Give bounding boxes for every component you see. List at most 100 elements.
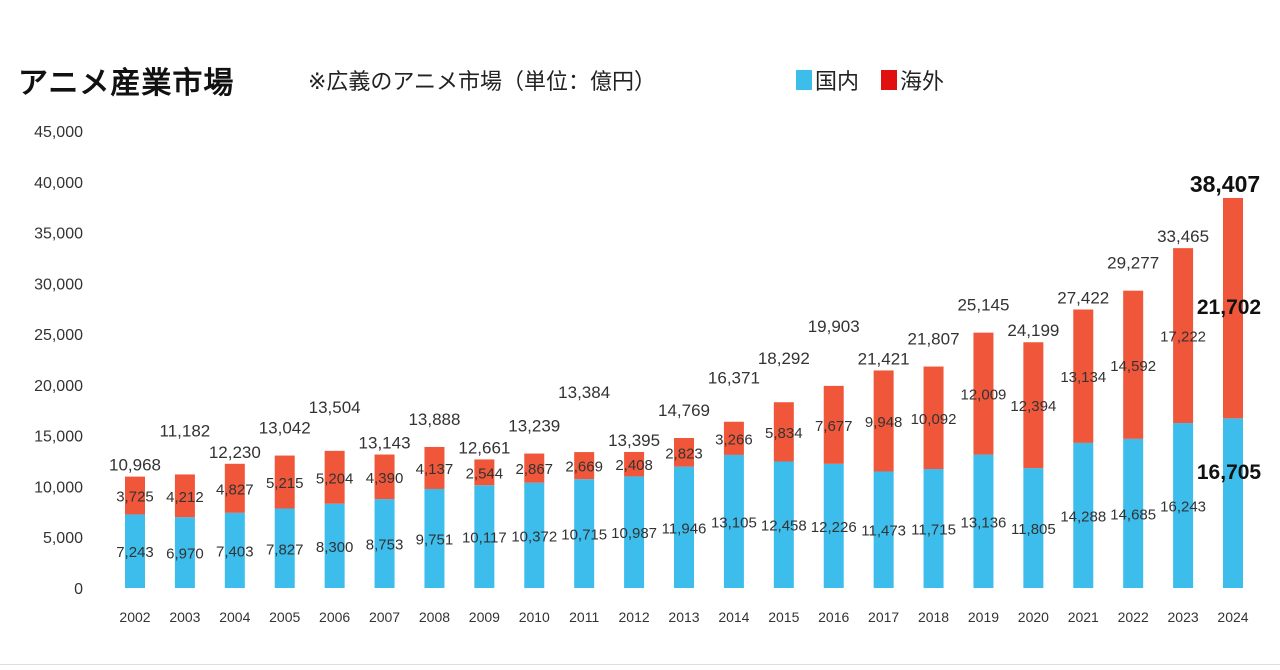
y-tick-label: 5,000 bbox=[43, 530, 83, 547]
x-tick-label: 2002 bbox=[119, 609, 150, 625]
bar-overseas-2024 bbox=[1223, 197, 1243, 419]
data-label-domestic: 7,403 bbox=[216, 543, 254, 560]
data-label-total: 19,903 bbox=[808, 317, 860, 336]
data-label-domestic: 11,805 bbox=[1011, 521, 1056, 538]
legend-label-domestic: 国内 bbox=[815, 70, 860, 95]
x-tick-label: 2003 bbox=[169, 609, 200, 625]
legend-label-overseas: 海外 bbox=[900, 70, 945, 95]
data-label-domestic: 8,753 bbox=[366, 537, 404, 554]
data-label-total: 14,769 bbox=[658, 401, 710, 420]
bar-domestic-2011 bbox=[574, 479, 595, 588]
data-label-total: 38,407 bbox=[1190, 171, 1260, 197]
data-label-overseas: 14,592 bbox=[1110, 358, 1156, 375]
y-tick-label: 25,000 bbox=[34, 327, 83, 344]
data-label-total: 16,371 bbox=[708, 369, 760, 388]
data-label-total: 29,277 bbox=[1107, 254, 1159, 273]
data-label-domestic: 10,372 bbox=[511, 528, 557, 545]
bar-overseas-2012 bbox=[624, 451, 645, 477]
x-tick-label: 2015 bbox=[768, 609, 799, 625]
x-tick-label: 2005 bbox=[269, 609, 300, 625]
data-label-domestic: 16,705 bbox=[1197, 461, 1262, 484]
chart-subtitle: ※広義のアニメ市場（単位：億円） bbox=[308, 70, 656, 95]
bar-overseas-2014 bbox=[723, 421, 744, 455]
x-tick-label: 2013 bbox=[668, 609, 699, 625]
data-label-overseas: 3,725 bbox=[116, 489, 154, 506]
data-label-total: 27,422 bbox=[1057, 289, 1109, 308]
data-label-domestic: 13,105 bbox=[711, 514, 757, 531]
data-label-domestic: 8,300 bbox=[316, 539, 354, 556]
bar-overseas-2009 bbox=[474, 459, 495, 486]
bar-overseas-2004 bbox=[224, 463, 245, 513]
bar-overseas-2017 bbox=[873, 370, 894, 472]
data-label-overseas: 10,092 bbox=[911, 411, 957, 428]
bar-domestic-2007 bbox=[374, 499, 395, 588]
bar-overseas-2021 bbox=[1073, 309, 1094, 443]
x-tick-label: 2004 bbox=[219, 609, 250, 625]
data-label-domestic: 11,715 bbox=[911, 522, 956, 539]
bar-domestic-2006 bbox=[324, 503, 345, 588]
bar-overseas-2016 bbox=[823, 385, 844, 464]
legend-item-overseas: 海外 bbox=[881, 64, 944, 96]
y-tick-label: 10,000 bbox=[34, 479, 83, 496]
bar-domestic-2018 bbox=[923, 469, 944, 588]
data-label-domestic: 10,117 bbox=[462, 530, 507, 547]
bar-overseas-2013 bbox=[674, 438, 694, 467]
legend-swatch-domestic bbox=[796, 70, 812, 90]
data-label-overseas: 4,390 bbox=[366, 470, 404, 487]
x-tick-label: 2008 bbox=[419, 609, 450, 625]
x-tick-label: 2009 bbox=[469, 609, 500, 625]
bar-domestic-2024 bbox=[1223, 418, 1243, 588]
data-label-overseas: 3,266 bbox=[715, 431, 753, 448]
data-label-total: 10,968 bbox=[109, 456, 161, 475]
y-tick-label: 20,000 bbox=[34, 378, 83, 395]
bar-overseas-2006 bbox=[324, 450, 345, 504]
data-label-domestic: 16,243 bbox=[1160, 499, 1206, 516]
bar-domestic-2022 bbox=[1123, 438, 1144, 588]
data-label-domestic: 10,987 bbox=[611, 525, 657, 542]
chart-title: アニメ産業市場 bbox=[18, 66, 235, 101]
bar-domestic-2010 bbox=[524, 482, 545, 588]
bar-domestic-2020 bbox=[1023, 468, 1044, 588]
data-label-domestic: 11,473 bbox=[861, 523, 906, 540]
bar-overseas-2005 bbox=[274, 455, 295, 509]
x-tick-label: 2006 bbox=[319, 609, 350, 625]
data-label-total: 21,421 bbox=[858, 349, 910, 368]
bar-domestic-2017 bbox=[873, 471, 894, 588]
x-tick-label: 2023 bbox=[1168, 609, 1199, 625]
data-label-domestic: 10,715 bbox=[561, 527, 607, 544]
bar-domestic-2019 bbox=[973, 454, 994, 588]
y-tick-label: 15,000 bbox=[34, 429, 83, 446]
data-label-domestic: 12,226 bbox=[811, 519, 857, 536]
data-label-overseas: 7,677 bbox=[815, 418, 853, 435]
data-label-overseas: 17,222 bbox=[1160, 329, 1206, 346]
data-label-overseas: 2,408 bbox=[615, 457, 653, 474]
data-label-overseas: 12,394 bbox=[1010, 398, 1056, 415]
data-label-total: 13,143 bbox=[359, 434, 411, 453]
bar-domestic-2004 bbox=[224, 512, 245, 588]
bar-domestic-2014 bbox=[723, 454, 744, 588]
data-label-domestic: 7,827 bbox=[266, 541, 304, 558]
data-label-domestic: 6,970 bbox=[166, 546, 204, 563]
data-label-total: 12,230 bbox=[209, 443, 261, 462]
x-tick-label: 2024 bbox=[1217, 609, 1248, 625]
x-tick-label: 2020 bbox=[1018, 609, 1049, 625]
data-label-total: 13,395 bbox=[608, 431, 660, 450]
bar-overseas-2015 bbox=[773, 402, 794, 462]
data-label-total: 13,384 bbox=[558, 383, 610, 402]
bar-domestic-2016 bbox=[823, 463, 844, 588]
bar-domestic-2021 bbox=[1073, 442, 1094, 588]
bar-overseas-2008 bbox=[424, 446, 445, 489]
data-label-domestic: 14,685 bbox=[1110, 506, 1156, 523]
data-label-total: 18,292 bbox=[758, 349, 810, 368]
bar-domestic-2015 bbox=[773, 461, 794, 588]
bar-domestic-2023 bbox=[1173, 423, 1194, 588]
data-label-total: 13,888 bbox=[408, 410, 460, 429]
y-tick-label: 45,000 bbox=[34, 124, 83, 141]
y-tick-label: 30,000 bbox=[34, 276, 83, 293]
data-label-overseas: 2,823 bbox=[665, 445, 703, 462]
bar-overseas-2022 bbox=[1123, 290, 1144, 439]
data-label-overseas: 5,215 bbox=[266, 475, 304, 492]
data-label-domestic: 9,751 bbox=[416, 531, 454, 548]
bar-domestic-2005 bbox=[274, 508, 295, 588]
